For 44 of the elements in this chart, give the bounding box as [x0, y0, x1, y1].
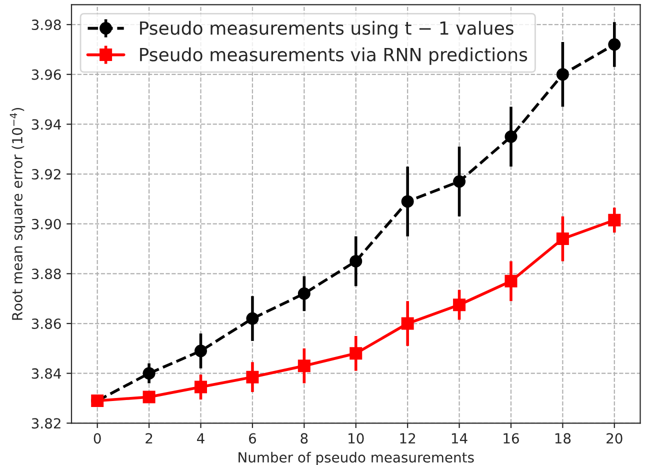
point: [194, 380, 208, 394]
x-tick-label: 18: [555, 433, 571, 444]
point: [246, 370, 259, 384]
point: [504, 130, 518, 143]
point: [608, 38, 621, 51]
y-tick-label: 3.96: [32, 69, 61, 80]
point: [194, 344, 208, 358]
x-tick-label: 4: [197, 433, 204, 444]
point: [504, 274, 518, 288]
point: [453, 298, 466, 312]
x-tick-label: 12: [400, 433, 416, 444]
y-tick-label: 3.82: [32, 418, 60, 429]
x-tick-label: 0: [94, 433, 101, 444]
x-tick-label: 16: [504, 433, 519, 444]
point: [556, 68, 569, 81]
point: [298, 287, 310, 300]
point: [608, 214, 621, 226]
y-axis-title: Root mean square error (10$^{−4}$): [10, 108, 26, 320]
point: [453, 175, 466, 188]
point: [246, 312, 259, 325]
x-axis-title: Number of pseudo measurements: [238, 452, 474, 465]
legend-label: Pseudo measurements via RNN predictions: [140, 47, 528, 65]
x-tick-label: 14: [452, 433, 468, 444]
y-tick-label: 3.98: [32, 20, 61, 30]
y-tick-label: 3.92: [32, 169, 60, 180]
point: [401, 317, 414, 330]
x-tick-label: 2: [146, 433, 152, 444]
y-tick-label: 3.88: [32, 268, 61, 280]
y-tick-label: 3.86: [32, 318, 61, 329]
point: [350, 347, 362, 360]
point: [401, 195, 414, 208]
y-tick-label: 3.84: [32, 368, 61, 379]
point: [142, 390, 156, 404]
point: [556, 232, 569, 246]
x-tick-label: 6: [249, 433, 256, 444]
legend-label: Pseudo measurements using t − 1 values: [140, 20, 514, 38]
x-tick-label: 20: [606, 433, 622, 444]
point: [350, 254, 362, 268]
y-tick-label: 3.94: [32, 119, 61, 130]
point: [142, 367, 156, 380]
point: [298, 360, 310, 372]
x-tick-label: 10: [348, 433, 364, 444]
x-tick-label: 8: [300, 433, 308, 444]
y-tick-label: 3.90: [32, 218, 61, 230]
